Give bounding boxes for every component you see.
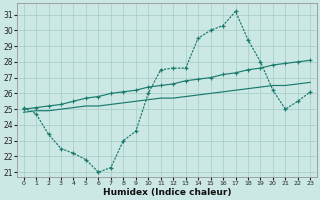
X-axis label: Humidex (Indice chaleur): Humidex (Indice chaleur) — [103, 188, 231, 197]
